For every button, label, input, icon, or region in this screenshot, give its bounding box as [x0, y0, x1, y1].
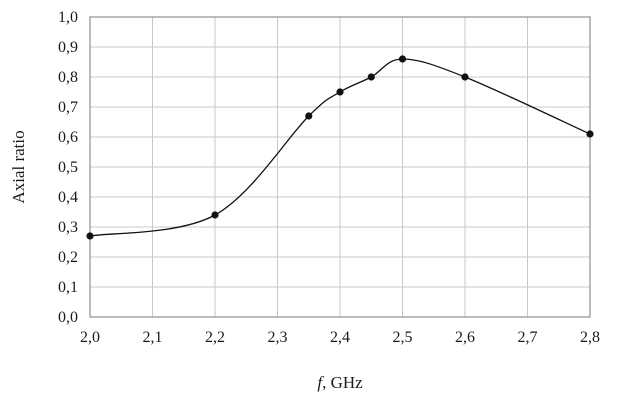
x-tick-label: 2,7 — [518, 329, 538, 346]
data-point — [86, 232, 94, 240]
y-tick-label: 0,5 — [58, 159, 78, 176]
data-point — [336, 88, 344, 96]
data-point — [305, 112, 313, 120]
x-tick-label: 2,4 — [330, 329, 350, 346]
y-tick-label: 0,4 — [58, 189, 78, 206]
x-tick-label: 2,5 — [393, 329, 413, 346]
y-tick-label: 0,1 — [58, 279, 78, 296]
y-tick-label: 0,2 — [58, 249, 78, 266]
x-tick-label: 2,2 — [205, 329, 225, 346]
x-tick-label: 2,8 — [580, 329, 600, 346]
x-tick-label: 2,1 — [143, 329, 163, 346]
x-axis-title: f, GHz — [317, 373, 363, 392]
x-tick-label: 2,0 — [80, 329, 100, 346]
x-tick-label: 2,6 — [455, 329, 475, 346]
x-axis-ticks: 2,0 2,1 2,2 2,3 2,4 2,5 2,6 2,7 2,8 — [80, 329, 600, 346]
series-layer — [86, 55, 594, 240]
y-tick-label: 0,8 — [58, 69, 78, 86]
y-tick-label: 0,7 — [58, 99, 78, 116]
data-point — [461, 73, 469, 81]
data-point — [211, 211, 219, 219]
x-tick-label: 2,3 — [268, 329, 288, 346]
data-point — [367, 73, 375, 81]
data-point — [586, 130, 594, 138]
y-tick-label: 0,6 — [58, 129, 78, 146]
y-tick-label: 0,0 — [58, 309, 78, 326]
y-axis-title: Axial ratio — [9, 130, 28, 203]
y-tick-label: 0,3 — [58, 219, 78, 236]
y-axis-ticks: 0,0 0,1 0,2 0,3 0,4 0,5 0,6 0,7 0,8 0,9 1,0 — [58, 9, 78, 326]
plot-area-frame — [89, 16, 591, 318]
x-axis-title-symbol: f — [317, 373, 324, 392]
y-tick-label: 0,9 — [58, 39, 78, 56]
data-point — [398, 55, 407, 63]
y-tick-label: 1,0 — [58, 9, 78, 26]
x-axis-title-unit: , GHz — [322, 373, 363, 392]
grid — [90, 17, 590, 317]
